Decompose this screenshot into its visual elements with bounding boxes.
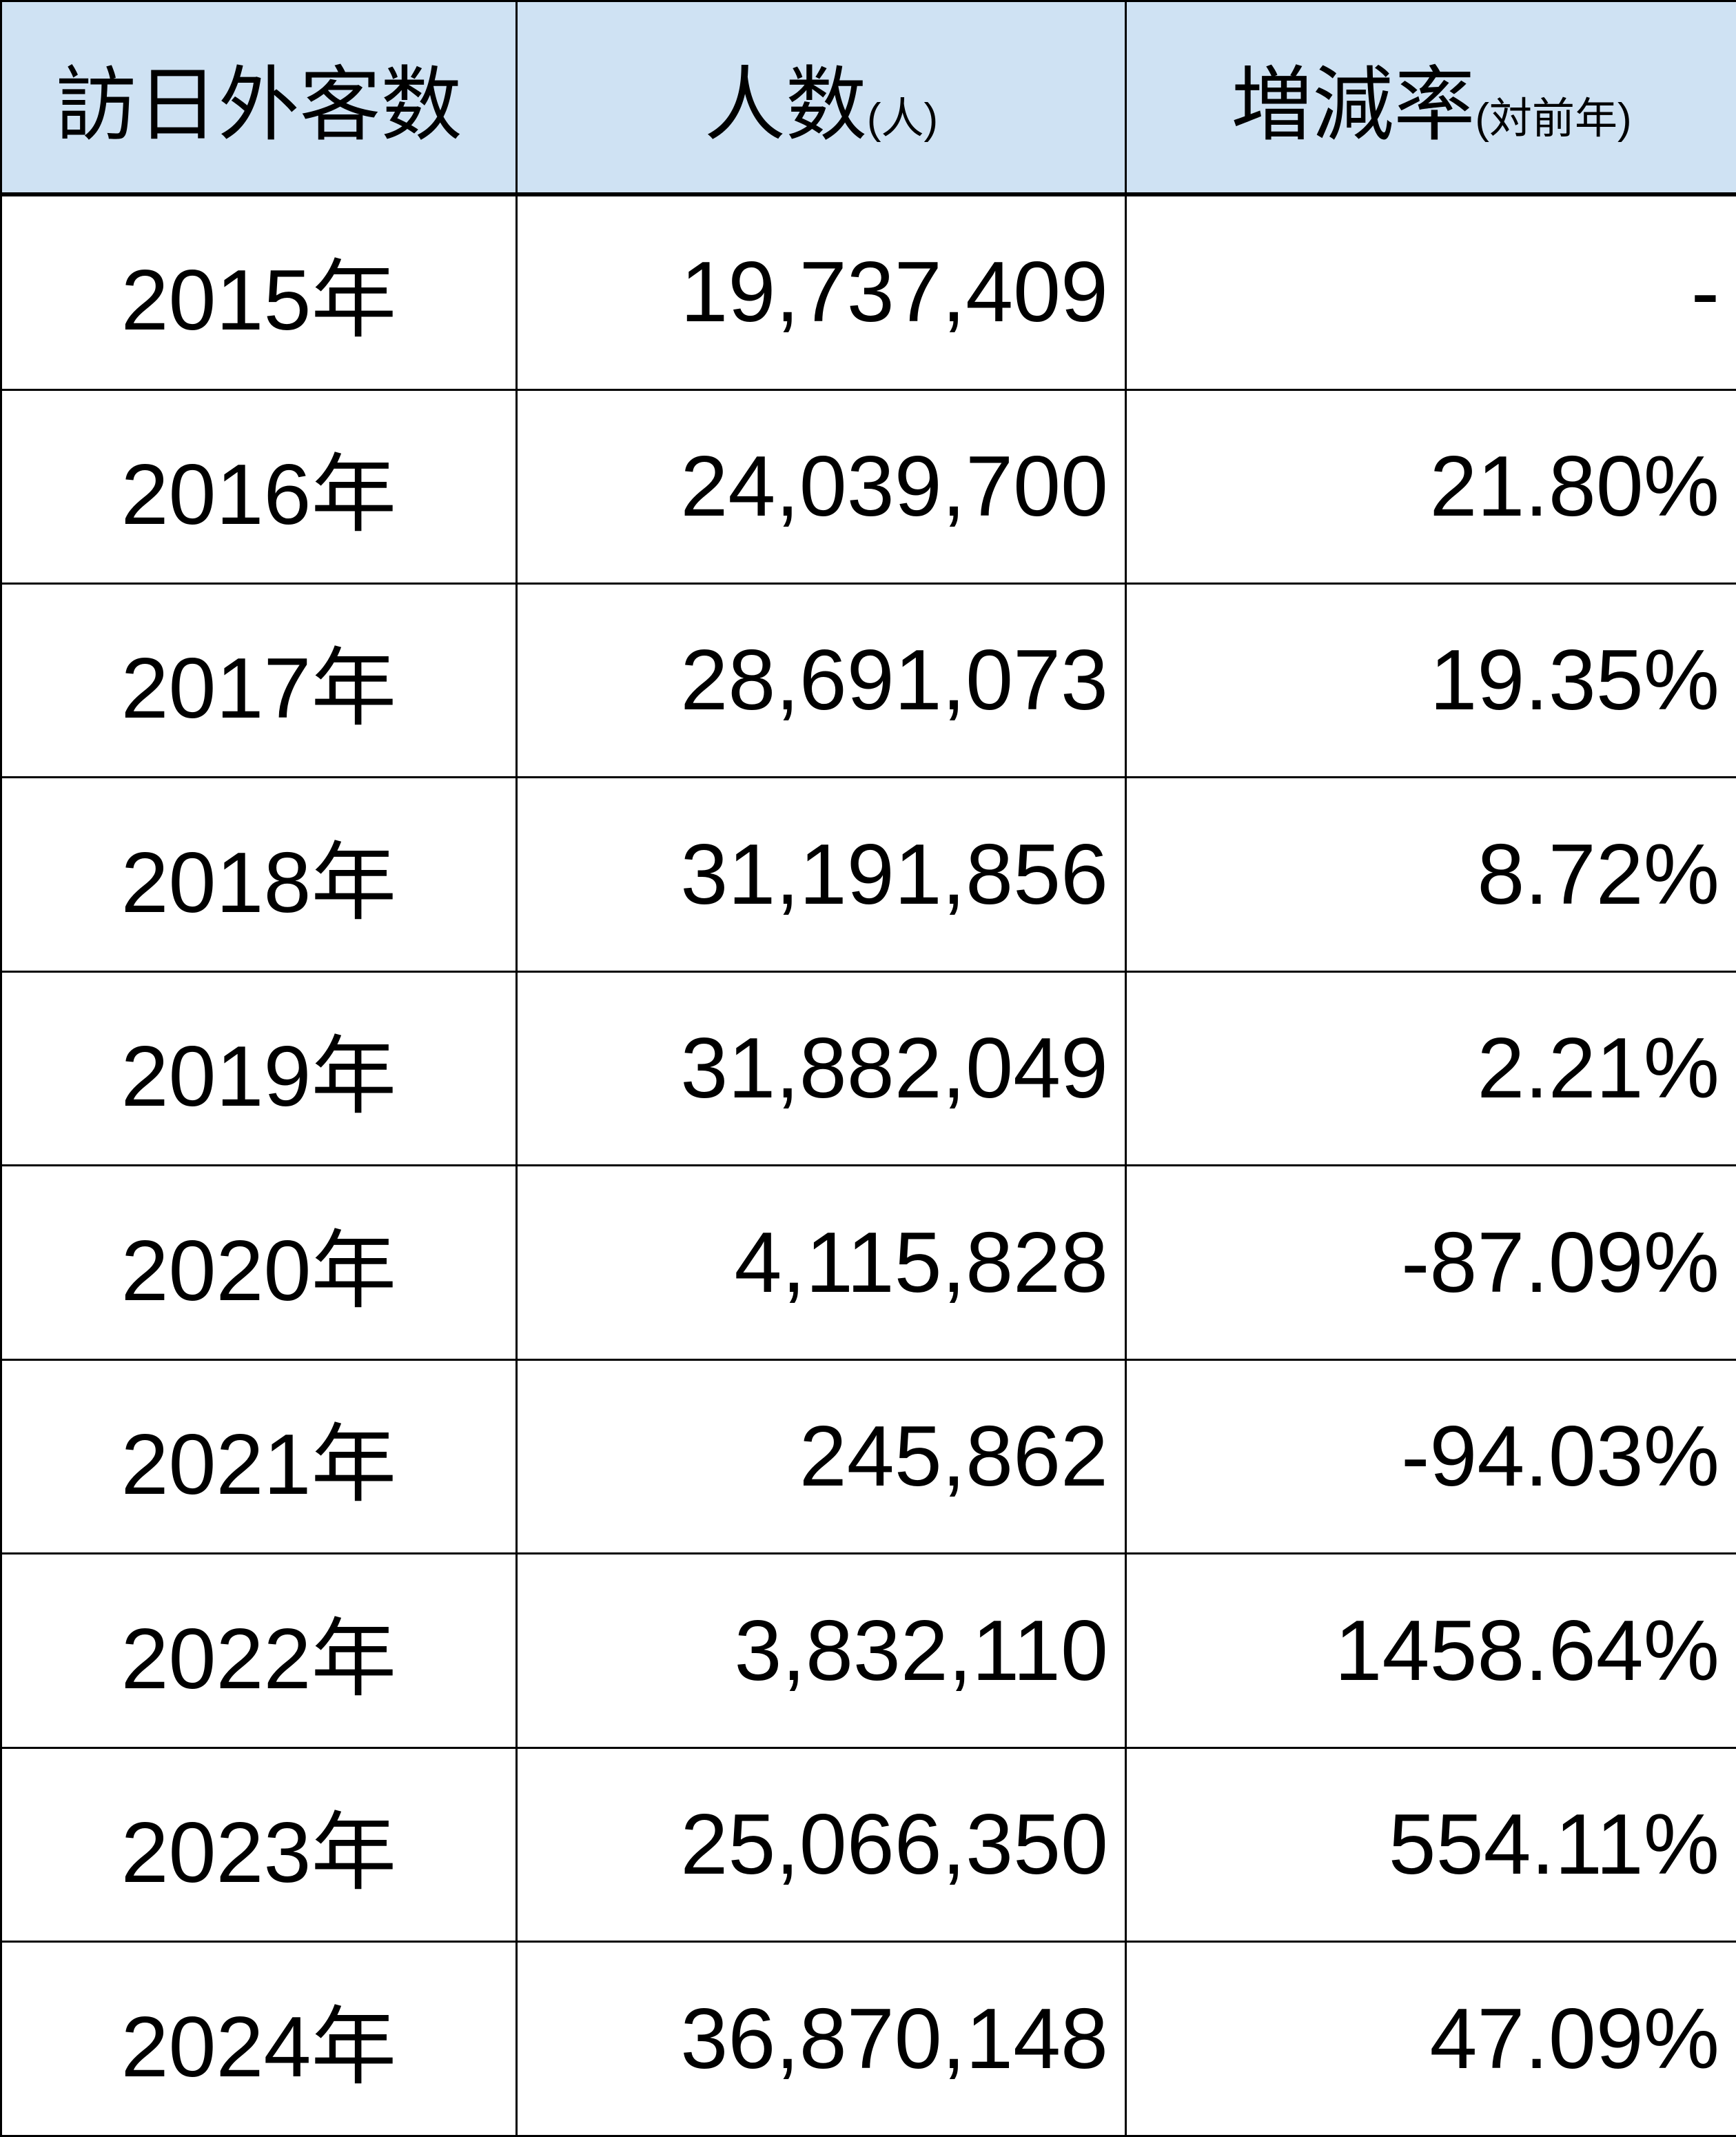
year-cell: 2024年 xyxy=(0,1941,518,2137)
year-cell: 2018年 xyxy=(0,776,518,973)
year-cell: 2020年 xyxy=(0,1164,518,1361)
year-cell: 2021年 xyxy=(0,1358,518,1555)
table-row: 2022年 3,832,110 1458.64% xyxy=(0,1552,1736,1749)
header-count: 人数(人) xyxy=(515,0,1127,196)
year-cell: 2016年 xyxy=(0,388,518,585)
rate-cell: 8.72% xyxy=(1125,776,1736,973)
header-count-label: 人数 xyxy=(704,59,867,151)
table-row: 2018年 31,191,856 8.72% xyxy=(0,776,1736,973)
count-cell: 31,882,049 xyxy=(515,970,1127,1167)
rate-cell: 1458.64% xyxy=(1125,1552,1736,1749)
table-row: 2024年 36,870,148 47.09% xyxy=(0,1941,1736,2137)
count-cell: 36,870,148 xyxy=(515,1941,1127,2137)
count-cell: 28,691,073 xyxy=(515,582,1127,779)
rate-cell: 554.11% xyxy=(1125,1746,1736,1943)
table-row: 2015年 19,737,409- xyxy=(0,192,1736,391)
header-row: 訪日外客数 人数(人) 増減率(対前年) xyxy=(0,0,1736,196)
count-cell: 3,832,110 xyxy=(515,1552,1127,1749)
table-row: 2016年 24,039,700 21.80% xyxy=(0,388,1736,585)
count-cell: 4,115,828 xyxy=(515,1164,1127,1361)
year-cell: 2023年 xyxy=(0,1746,518,1943)
rate-cell: -87.09% xyxy=(1125,1164,1736,1361)
header-rate: 増減率(対前年) xyxy=(1125,0,1736,196)
table-row: 2023年 25,066,350 554.11% xyxy=(0,1746,1736,1943)
table-row: 2019年 31,882,049 2.21% xyxy=(0,970,1736,1167)
count-cell: 24,039,700 xyxy=(515,388,1127,585)
header-rate-unit: (対前年) xyxy=(1475,94,1632,143)
table-row: 2020年 4,115,828 -87.09% xyxy=(0,1164,1736,1361)
header-count-unit: (人) xyxy=(866,94,939,143)
count-cell: 31,191,856 xyxy=(515,776,1127,973)
year-cell: 2022年 xyxy=(0,1552,518,1749)
table-row: 2017年 28,691,073 19.35% xyxy=(0,582,1736,779)
header-visitors-label: 訪日外客数 xyxy=(55,59,462,151)
rate-cell: 47.09% xyxy=(1125,1941,1736,2137)
rate-cell: - xyxy=(1125,192,1736,391)
header-visitors: 訪日外客数 xyxy=(0,0,518,196)
year-cell: 2017年 xyxy=(0,582,518,779)
count-cell: 25,066,350 xyxy=(515,1746,1127,1943)
rate-cell: -94.03% xyxy=(1125,1358,1736,1555)
count-cell: 245,862 xyxy=(515,1358,1127,1555)
year-cell: 2015年 xyxy=(0,192,518,391)
rate-cell: 2.21% xyxy=(1125,970,1736,1167)
header-rate-label: 増減率 xyxy=(1231,59,1475,151)
table-row: 2021年 245,862 -94.03% xyxy=(0,1358,1736,1555)
count-cell: 19,737,409 xyxy=(515,192,1127,391)
rate-cell: 21.80% xyxy=(1125,388,1736,585)
rate-cell: 19.35% xyxy=(1125,582,1736,779)
year-cell: 2019年 xyxy=(0,970,518,1167)
